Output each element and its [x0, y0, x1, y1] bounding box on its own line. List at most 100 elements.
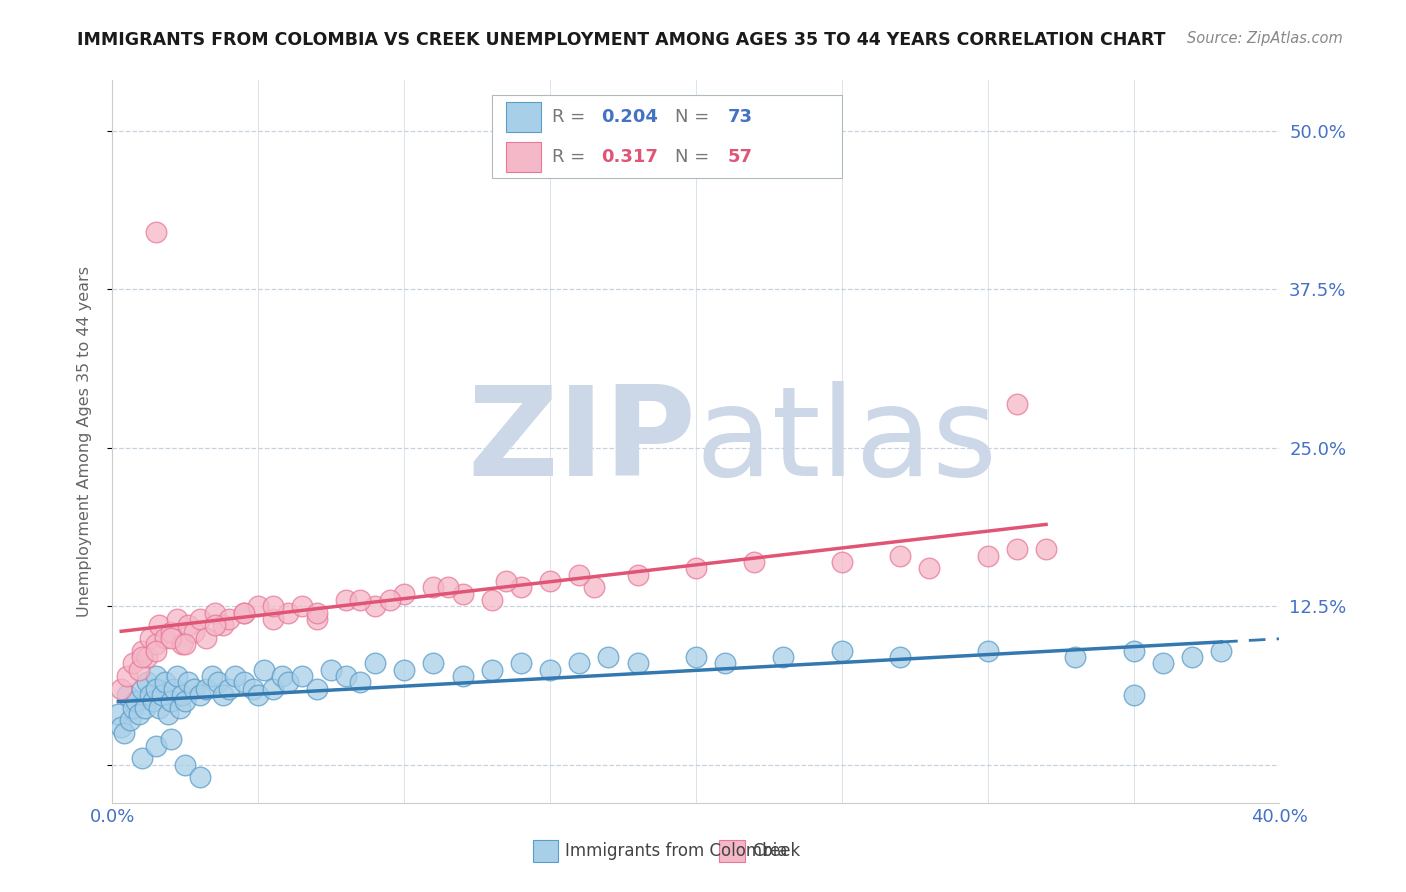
Point	[212, 688, 235, 702]
Point	[1005, 396, 1028, 410]
Point	[148, 700, 170, 714]
Point	[349, 593, 371, 607]
Point	[128, 707, 150, 722]
Point	[451, 669, 474, 683]
FancyBboxPatch shape	[506, 142, 541, 172]
Point	[568, 657, 591, 671]
Text: 57: 57	[727, 148, 752, 166]
Point	[1181, 650, 1204, 665]
Text: N =: N =	[675, 108, 716, 126]
Point	[107, 707, 129, 722]
Text: Creek: Creek	[752, 842, 800, 860]
Point	[276, 606, 298, 620]
Point	[131, 681, 153, 696]
Point	[495, 574, 517, 588]
Point	[160, 624, 183, 639]
Point	[194, 631, 217, 645]
Point	[364, 657, 387, 671]
Text: 0.317: 0.317	[602, 148, 658, 166]
Point	[335, 593, 357, 607]
Text: R =: R =	[553, 148, 598, 166]
Point	[1064, 650, 1087, 665]
Point	[204, 606, 226, 620]
Point	[110, 681, 132, 696]
Point	[177, 675, 200, 690]
Point	[134, 700, 156, 714]
Point	[212, 618, 235, 632]
FancyBboxPatch shape	[720, 840, 745, 862]
Point	[145, 226, 167, 240]
Point	[128, 663, 150, 677]
Point	[262, 612, 284, 626]
Point	[218, 612, 240, 626]
Point	[145, 669, 167, 683]
Point	[253, 663, 276, 677]
Y-axis label: Unemployment Among Ages 35 to 44 years: Unemployment Among Ages 35 to 44 years	[77, 266, 91, 617]
Point	[139, 631, 162, 645]
Point	[131, 643, 153, 657]
Point	[1209, 643, 1232, 657]
Point	[232, 606, 254, 620]
Point	[976, 643, 998, 657]
Point	[136, 650, 159, 665]
Point	[451, 587, 474, 601]
Point	[207, 675, 229, 690]
Text: Source: ZipAtlas.com: Source: ZipAtlas.com	[1187, 31, 1343, 46]
Point	[110, 720, 132, 734]
Point	[305, 606, 328, 620]
Point	[291, 669, 314, 683]
Point	[1122, 643, 1144, 657]
Point	[349, 675, 371, 690]
Point	[174, 637, 197, 651]
Point	[394, 663, 416, 677]
Point	[627, 567, 650, 582]
Point	[183, 624, 205, 639]
Point	[153, 675, 176, 690]
Point	[422, 580, 444, 594]
Point	[568, 567, 591, 582]
Point	[160, 631, 183, 645]
Point	[118, 714, 141, 728]
Text: 0.204: 0.204	[602, 108, 658, 126]
FancyBboxPatch shape	[533, 840, 558, 862]
Point	[247, 599, 270, 614]
Point	[481, 593, 503, 607]
Point	[831, 643, 853, 657]
Point	[204, 618, 226, 632]
Point	[538, 663, 561, 677]
Point	[305, 612, 328, 626]
FancyBboxPatch shape	[492, 95, 842, 178]
Text: IMMIGRANTS FROM COLOMBIA VS CREEK UNEMPLOYMENT AMONG AGES 35 TO 44 YEARS CORRELA: IMMIGRANTS FROM COLOMBIA VS CREEK UNEMPL…	[77, 31, 1166, 49]
Point	[918, 561, 941, 575]
Point	[145, 681, 167, 696]
Point	[242, 681, 264, 696]
Point	[166, 669, 188, 683]
Text: 73: 73	[727, 108, 752, 126]
FancyBboxPatch shape	[506, 102, 541, 132]
Point	[685, 561, 707, 575]
Point	[976, 549, 998, 563]
Point	[627, 657, 650, 671]
Point	[364, 599, 387, 614]
Point	[188, 612, 211, 626]
Point	[831, 555, 853, 569]
Point	[232, 675, 254, 690]
Point	[115, 669, 138, 683]
Point	[422, 657, 444, 671]
Point	[321, 663, 343, 677]
Point	[232, 606, 254, 620]
Text: Immigrants from Colombia: Immigrants from Colombia	[565, 842, 787, 860]
Point	[183, 681, 205, 696]
Text: atlas: atlas	[696, 381, 998, 502]
Point	[156, 707, 179, 722]
Point	[1122, 688, 1144, 702]
Point	[247, 688, 270, 702]
Point	[169, 700, 191, 714]
Point	[139, 688, 162, 702]
Point	[1152, 657, 1174, 671]
Point	[131, 751, 153, 765]
Point	[194, 681, 217, 696]
Point	[131, 650, 153, 665]
Point	[148, 618, 170, 632]
Point	[201, 669, 224, 683]
